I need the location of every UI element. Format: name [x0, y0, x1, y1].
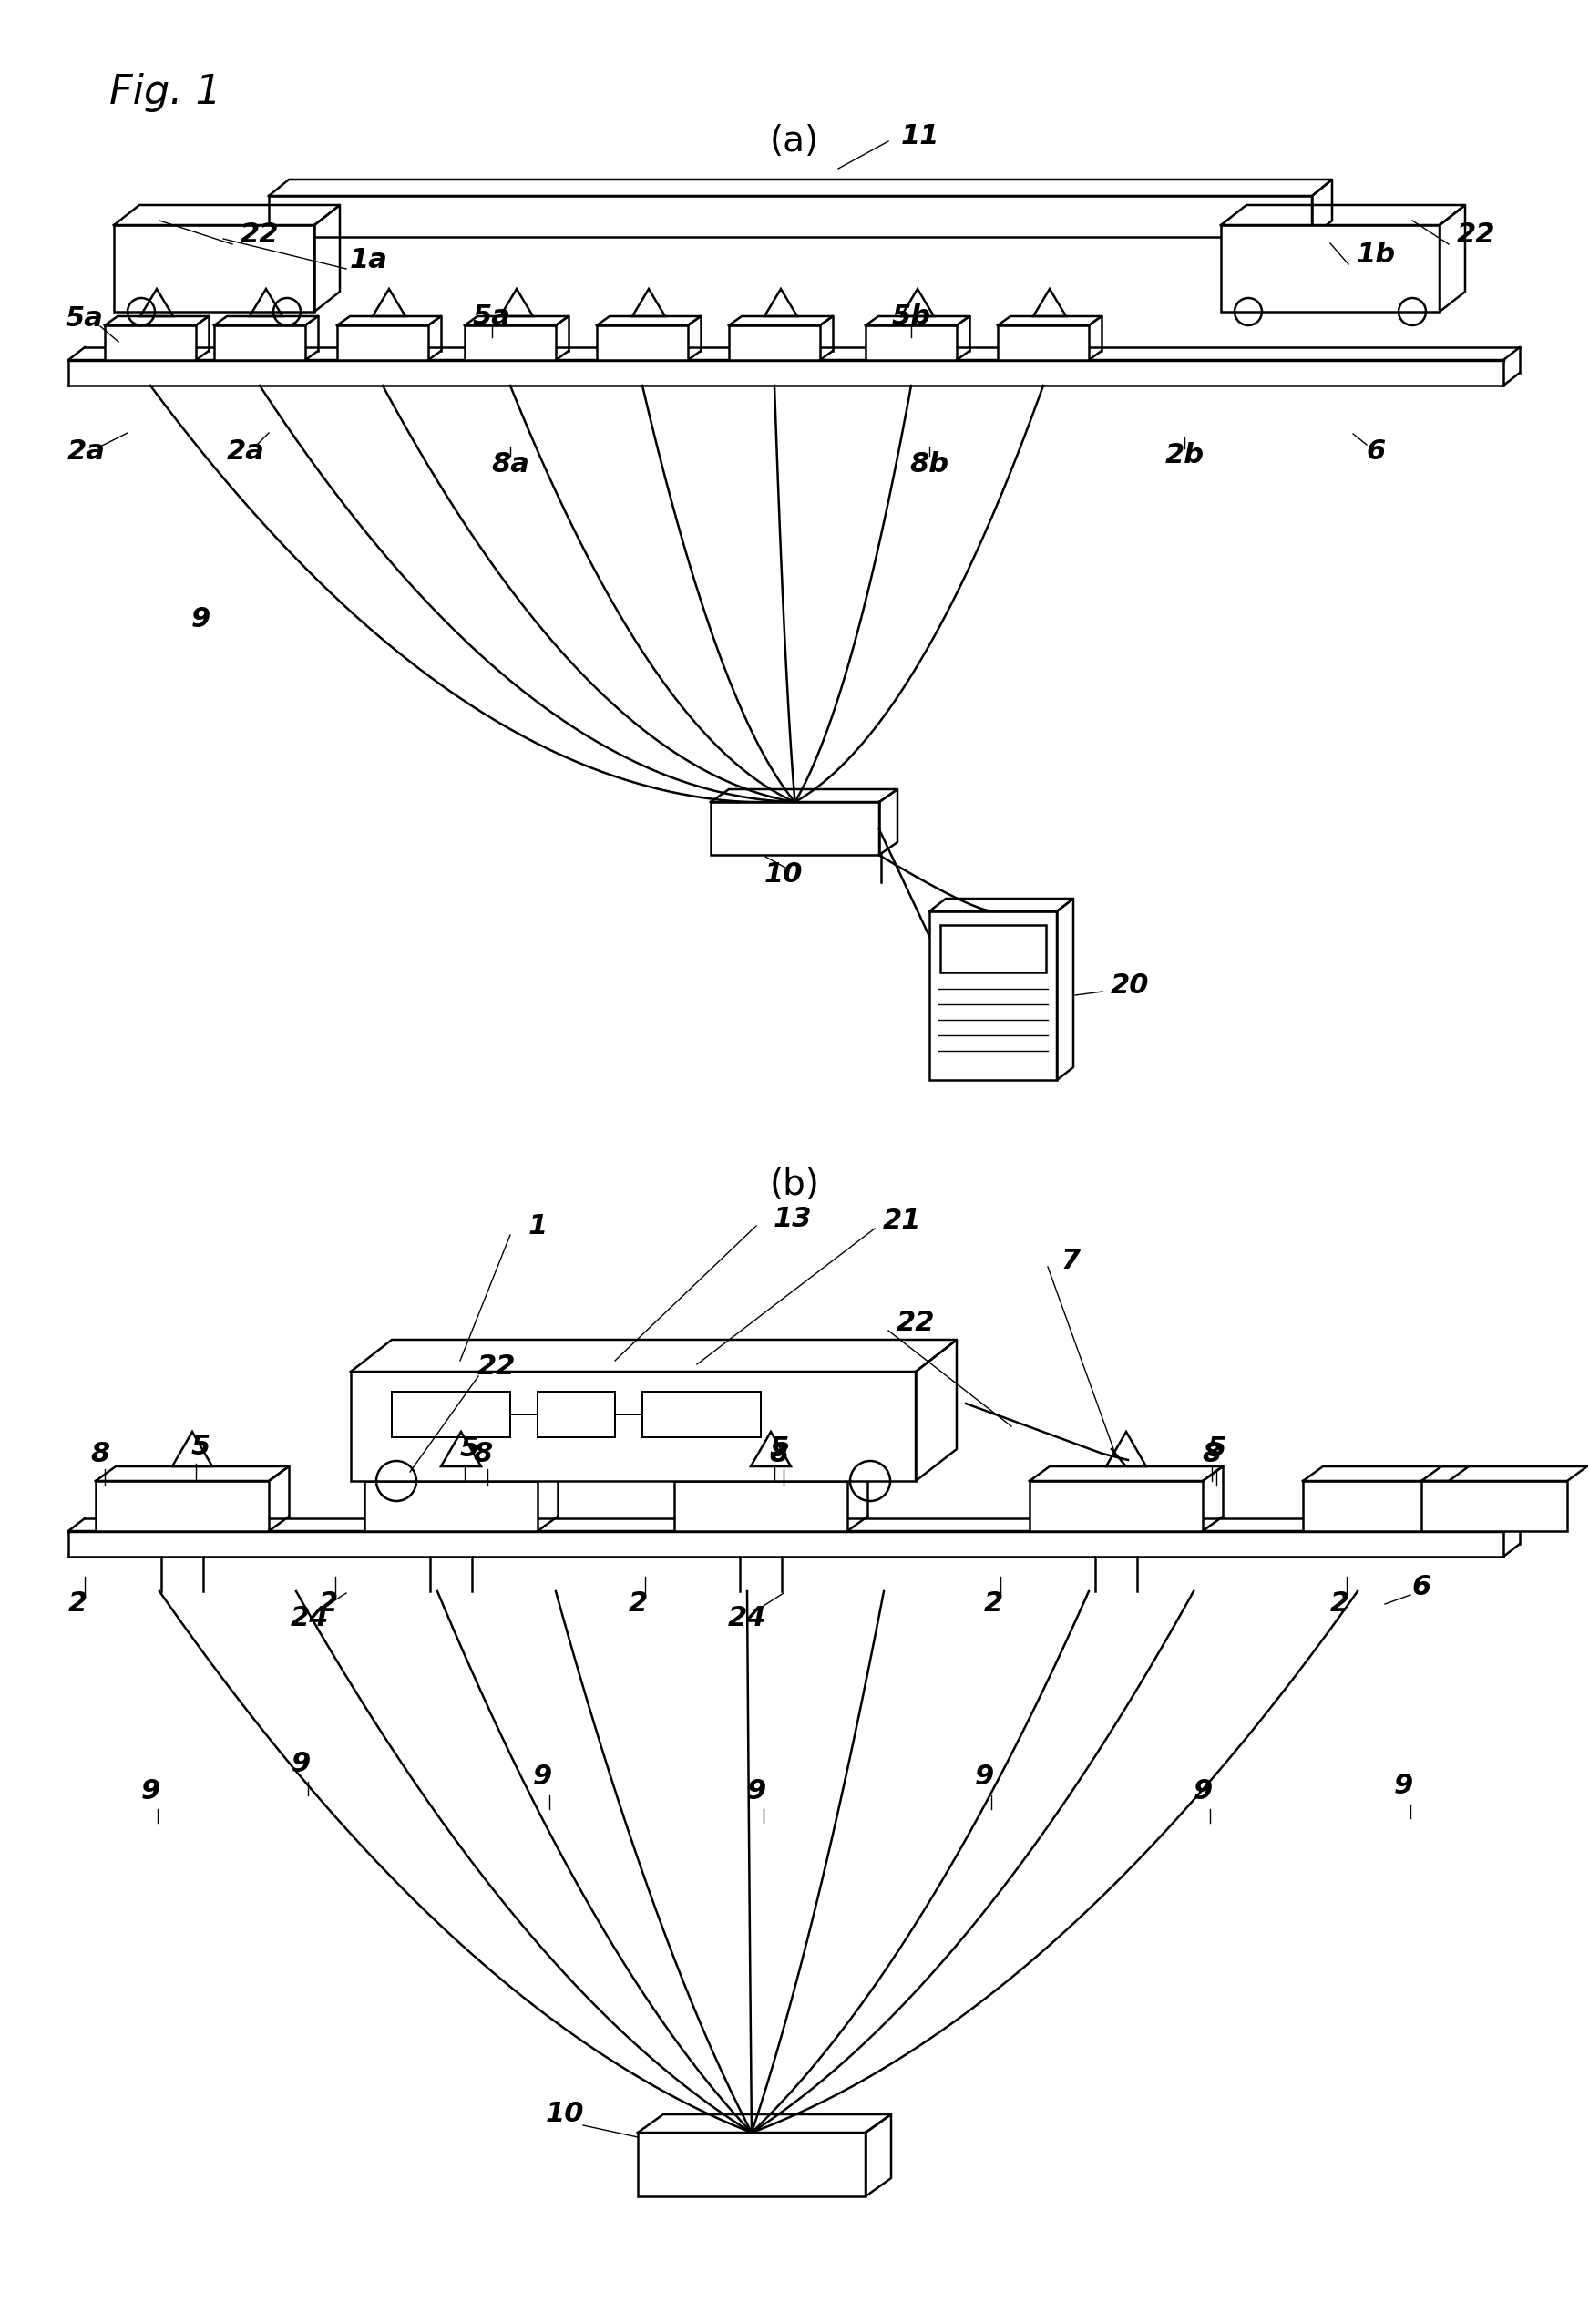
Text: 5: 5 — [459, 1436, 478, 1462]
Text: (a): (a) — [769, 123, 820, 158]
Text: 24: 24 — [728, 1604, 766, 1631]
Text: 8: 8 — [769, 1441, 788, 1466]
Text: 9: 9 — [747, 1778, 766, 1803]
Text: 10: 10 — [764, 862, 802, 888]
Text: 9: 9 — [191, 607, 210, 632]
Text: 9: 9 — [141, 1778, 160, 1803]
Bar — [351, 1371, 915, 1480]
Text: 1b: 1b — [1355, 242, 1395, 267]
Text: 22: 22 — [240, 221, 280, 249]
Text: 2: 2 — [68, 1592, 87, 1618]
Bar — [941, 925, 1046, 971]
Text: 5: 5 — [769, 1436, 788, 1462]
Text: 8a: 8a — [491, 451, 529, 479]
Text: 2a: 2a — [227, 437, 265, 465]
Text: 20: 20 — [1111, 974, 1149, 999]
Bar — [998, 325, 1088, 360]
Text: 9: 9 — [1193, 1778, 1212, 1803]
Text: 22: 22 — [896, 1311, 934, 1336]
Text: 21: 21 — [882, 1208, 922, 1234]
Text: 5: 5 — [1206, 1436, 1227, 1462]
Text: 9: 9 — [532, 1764, 551, 1789]
Text: 2: 2 — [1330, 1592, 1349, 1618]
Text: 5b: 5b — [891, 304, 931, 330]
Bar — [1421, 1480, 1567, 1532]
Text: 9: 9 — [1394, 1773, 1413, 1799]
Bar — [597, 325, 688, 360]
Text: 5: 5 — [191, 1434, 210, 1459]
Text: 7: 7 — [1061, 1248, 1081, 1274]
Text: 9: 9 — [974, 1764, 993, 1789]
Text: 8: 8 — [91, 1441, 110, 1466]
Text: 11: 11 — [901, 123, 939, 151]
Bar — [866, 325, 957, 360]
Bar — [642, 1392, 761, 1436]
Text: 13: 13 — [774, 1206, 812, 1232]
Bar — [337, 325, 427, 360]
Bar — [215, 325, 305, 360]
Bar — [1303, 1480, 1449, 1532]
Bar — [930, 911, 1057, 1081]
Text: 22: 22 — [1457, 221, 1495, 249]
Text: 1: 1 — [528, 1213, 547, 1239]
Text: 9: 9 — [291, 1750, 310, 1778]
Text: 2: 2 — [628, 1592, 647, 1618]
Bar — [674, 1480, 847, 1532]
Text: 2b: 2b — [1165, 442, 1204, 469]
Text: 1a: 1a — [350, 246, 388, 272]
Text: 2: 2 — [318, 1592, 338, 1618]
Text: 5a: 5a — [474, 304, 512, 330]
Text: 10: 10 — [545, 2101, 585, 2126]
Bar — [637, 2133, 866, 2196]
Text: 22: 22 — [477, 1355, 516, 1380]
Text: 5a: 5a — [65, 307, 103, 332]
Bar — [364, 1480, 537, 1532]
Bar — [392, 1392, 510, 1436]
Bar — [1030, 1480, 1203, 1532]
Text: 6: 6 — [1367, 437, 1386, 465]
Bar — [710, 802, 879, 855]
Bar — [95, 1480, 269, 1532]
Bar — [1220, 225, 1440, 311]
Text: 8: 8 — [1203, 1441, 1222, 1466]
Text: Fig. 1: Fig. 1 — [110, 72, 221, 112]
Text: 6: 6 — [1411, 1573, 1432, 1601]
Text: 2: 2 — [984, 1592, 1003, 1618]
Text: (b): (b) — [769, 1167, 820, 1202]
Bar — [114, 225, 315, 311]
Bar — [269, 195, 1313, 237]
Text: 24: 24 — [291, 1604, 329, 1631]
Text: 8: 8 — [474, 1441, 493, 1466]
Bar — [464, 325, 556, 360]
Bar — [105, 325, 195, 360]
Bar — [537, 1392, 615, 1436]
Text: 2a: 2a — [67, 437, 105, 465]
Text: 8b: 8b — [909, 451, 949, 479]
Bar — [729, 325, 820, 360]
